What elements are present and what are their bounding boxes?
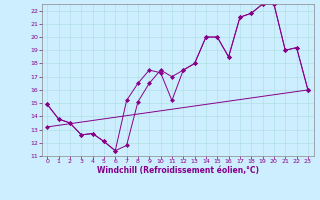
X-axis label: Windchill (Refroidissement éolien,°C): Windchill (Refroidissement éolien,°C) bbox=[97, 166, 259, 175]
